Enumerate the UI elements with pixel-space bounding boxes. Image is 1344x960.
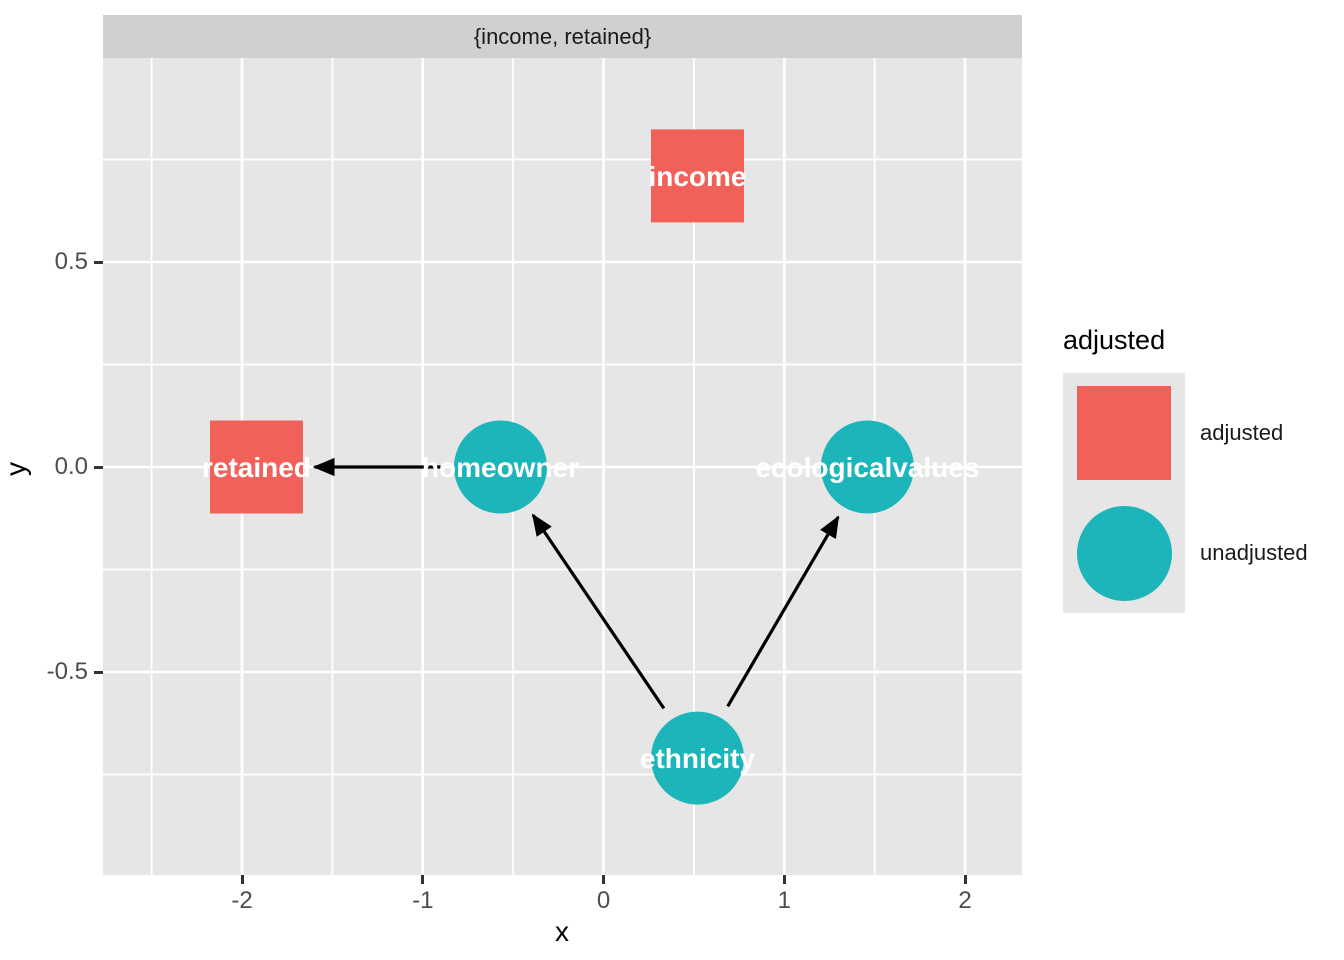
plot-svg: income retained homeowner ecologicalvalues e… bbox=[103, 58, 1022, 875]
x-tick-mark bbox=[602, 875, 605, 884]
dag-node-income bbox=[650, 129, 744, 223]
facet-strip-label: {income, retained} bbox=[473, 23, 652, 49]
y-tick-mark bbox=[94, 670, 103, 674]
dag-edge-ethnicity-to-homeowner bbox=[531, 513, 666, 710]
x-tick-mark bbox=[240, 875, 244, 884]
x-tick-mark bbox=[963, 875, 967, 884]
adjusted-swatch-square-icon bbox=[1077, 386, 1171, 480]
x-tick-mark bbox=[421, 875, 425, 884]
node-label-ethnicity: ethnicity bbox=[640, 743, 756, 774]
legend: adjusted adjusted unadjusted bbox=[1063, 325, 1338, 613]
y-tick-label: 0.0 bbox=[54, 453, 88, 480]
legend-row-unadjusted: unadjusted bbox=[1063, 493, 1338, 613]
unadjusted-swatch-circle-icon bbox=[1076, 505, 1172, 601]
x-tick-mark bbox=[782, 875, 786, 884]
node-label-retained: retained bbox=[202, 452, 311, 483]
node-label-homeowner: homeowner bbox=[422, 452, 579, 483]
dag-edge-ethnicity-to-ecologicalvalues bbox=[726, 515, 840, 708]
x-axis-title: x bbox=[555, 916, 569, 947]
y-tick-mark bbox=[94, 260, 103, 264]
legend-rows: adjusted unadjusted bbox=[1063, 373, 1338, 613]
legend-key-unadjusted bbox=[1063, 493, 1185, 613]
legend-key-adjusted bbox=[1063, 373, 1185, 493]
legend-label-unadjusted: unadjusted bbox=[1200, 540, 1308, 565]
x-tick-label: 0 bbox=[596, 887, 611, 914]
dag-node-ecologicalvalues bbox=[820, 420, 914, 514]
y-axis-title: y bbox=[0, 462, 31, 476]
x-tick-label: -1 bbox=[412, 887, 434, 914]
plot-panel: income retained homeowner ecologicalvalues e… bbox=[103, 58, 1022, 875]
x-tick-label: -2 bbox=[231, 887, 253, 914]
dag-node-ethnicity bbox=[650, 711, 744, 805]
node-label-ecologicalvalues: ecologicalvalues bbox=[755, 452, 979, 483]
y-tick-label: 0.5 bbox=[54, 248, 88, 275]
legend-row-adjusted: adjusted bbox=[1063, 373, 1338, 493]
legend-label-adjusted: adjusted bbox=[1200, 420, 1284, 445]
facet-strip: {income, retained} bbox=[103, 15, 1022, 58]
dag-node-retained bbox=[209, 420, 303, 514]
dag-node-homeowner bbox=[453, 420, 547, 514]
y-tick-mark bbox=[94, 465, 103, 469]
x-tick-label: 2 bbox=[958, 887, 972, 914]
y-tick-label: -0.5 bbox=[46, 658, 88, 685]
node-label-income: income bbox=[648, 161, 746, 192]
x-tick-label: 1 bbox=[777, 887, 791, 914]
legend-title: adjusted bbox=[1063, 325, 1166, 355]
